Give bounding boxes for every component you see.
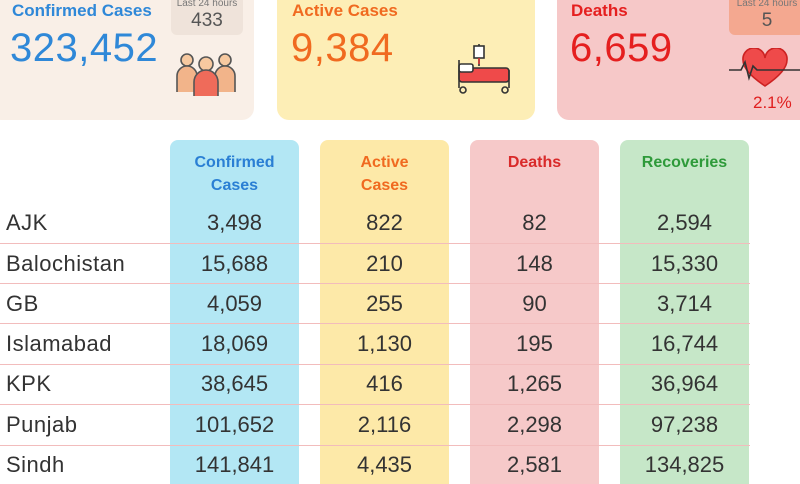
row-divider (0, 445, 750, 446)
region-name: Sindh (6, 452, 65, 477)
confirmed-cell: 18,069 (200, 331, 269, 356)
active-column-band (320, 140, 449, 484)
deaths-cell: 195 (516, 331, 553, 356)
region-name: GB (6, 291, 39, 316)
confirmed-cell: 38,645 (200, 371, 269, 396)
heartbeat-icon (729, 48, 800, 87)
people-icon (176, 53, 236, 96)
last24-value: 433 (191, 10, 223, 31)
confirmed-column-band (170, 140, 299, 484)
deaths-column-band (470, 140, 599, 484)
confirmed-cell: 15,688 (200, 251, 269, 276)
active-cell: 822 (366, 210, 403, 235)
deaths-value: 6,659 (570, 26, 673, 70)
recoveries-cell: 15,330 (650, 251, 719, 276)
active-cases-title: Active Cases (292, 1, 398, 20)
row-divider (0, 283, 750, 284)
header-deaths: Deaths (470, 151, 599, 174)
deaths-cell: 82 (522, 210, 547, 235)
header-line: Cases (360, 177, 409, 194)
recoveries-cell: 2,594 (656, 210, 713, 235)
deaths-cell: 148 (516, 251, 553, 276)
header-confirmed-cases: Confirmed Cases (170, 151, 299, 197)
region-name: Balochistan (6, 251, 126, 276)
active-cell: 210 (366, 251, 403, 276)
deaths-card: Deaths 6,659 Last 24 hours 5 2.1% (557, 0, 800, 120)
header-active-cases: Active Cases (320, 151, 449, 197)
header-line: Deaths (507, 154, 562, 171)
deaths-cell: 2,298 (506, 412, 563, 437)
region-name: Islamabad (6, 331, 113, 356)
active-cell: 4,435 (356, 452, 413, 477)
active-cell: 255 (366, 291, 403, 316)
row-divider (0, 404, 750, 405)
recoveries-cell: 3,714 (656, 291, 713, 316)
last24-label: Last 24 hours (736, 0, 798, 9)
row-divider (0, 323, 750, 324)
deaths-cell: 1,265 (506, 371, 563, 396)
header-line: Active (360, 154, 409, 171)
header-line: Confirmed (194, 154, 275, 171)
active-cell: 2,116 (357, 412, 412, 437)
deaths-title: Deaths (571, 1, 628, 20)
deaths-cell: 90 (522, 291, 547, 316)
confirmed-cases-title: Confirmed Cases (12, 1, 152, 20)
last24-value: 5 (761, 10, 773, 31)
header-line: Cases (210, 177, 259, 194)
region-name: KPK (6, 371, 52, 396)
header-recoveries: Recoveries (620, 151, 749, 174)
hospital-bed-icon (458, 44, 510, 94)
confirmed-cell: 141,841 (194, 452, 275, 477)
active-cases-value: 9,384 (291, 26, 394, 70)
confirmed-cases-value: 323,452 (10, 26, 159, 70)
recoveries-column-band (620, 140, 749, 484)
confirmed-last24-badge: Last 24 hours 433 (171, 0, 243, 35)
confirmed-cell: 101,652 (194, 412, 275, 437)
row-divider (0, 243, 750, 244)
active-cases-card: Active Cases 9,384 (277, 0, 535, 120)
confirmed-cell: 3,498 (206, 210, 263, 235)
row-divider (0, 364, 750, 365)
confirmed-cases-card: Confirmed Cases 323,452 Last 24 hours 43… (0, 0, 254, 120)
confirmed-cell: 4,059 (206, 291, 263, 316)
region-name: Punjab (6, 412, 78, 437)
active-cell: 1,130 (356, 331, 413, 356)
last24-label: Last 24 hours (176, 0, 238, 9)
deaths-last24-badge: Last 24 hours 5 (729, 0, 800, 35)
active-cell: 416 (366, 371, 403, 396)
recoveries-cell: 97,238 (650, 412, 719, 437)
recoveries-cell: 36,964 (650, 371, 719, 396)
recoveries-cell: 134,825 (644, 452, 725, 477)
header-line: Recoveries (641, 154, 728, 171)
recoveries-cell: 16,744 (650, 331, 719, 356)
death-rate-percent: 2.1% (753, 93, 792, 112)
region-name: AJK (6, 210, 48, 235)
deaths-cell: 2,581 (506, 452, 563, 477)
